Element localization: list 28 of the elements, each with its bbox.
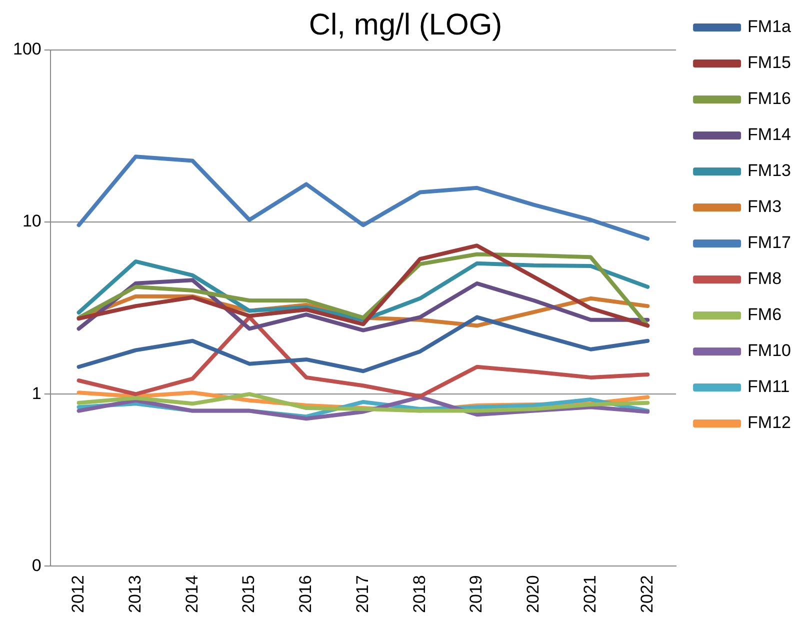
x-tick-label: 2016	[296, 575, 316, 614]
legend-label: FM12	[748, 413, 792, 432]
x-tick-label: 2022	[637, 575, 656, 614]
x-tick-label: 2012	[68, 575, 88, 614]
x-tick-label: 2014	[182, 575, 202, 614]
legend-label: FM3	[748, 197, 782, 216]
x-tick-label: 2017	[352, 575, 372, 614]
y-tick-label: 100	[12, 40, 42, 59]
y-tick-label: 0	[32, 556, 42, 575]
chart-title: Cl, mg/l (LOG)	[308, 8, 502, 42]
x-tick-label: 2020	[524, 575, 543, 614]
legend-label: FM11	[748, 377, 790, 396]
x-tick-label: 2019	[466, 575, 486, 614]
x-tick-label: 2021	[580, 575, 600, 614]
y-tick-label: 1	[32, 384, 42, 403]
legend-label: FM1a	[748, 17, 792, 36]
x-tick-label: 2013	[125, 575, 144, 614]
legend-label: FM17	[748, 233, 792, 252]
legend-label: FM6	[748, 305, 782, 324]
x-tick-label: 2015	[239, 575, 258, 614]
x-tick-label: 2018	[410, 575, 429, 614]
legend-label: FM8	[748, 269, 782, 288]
legend-label: FM14	[748, 125, 792, 144]
legend-label: FM16	[748, 89, 792, 108]
y-tick-label: 10	[22, 212, 42, 231]
legend-label: FM13	[748, 161, 792, 180]
legend-label: FM15	[748, 53, 792, 72]
legend-label: FM10	[748, 341, 792, 360]
